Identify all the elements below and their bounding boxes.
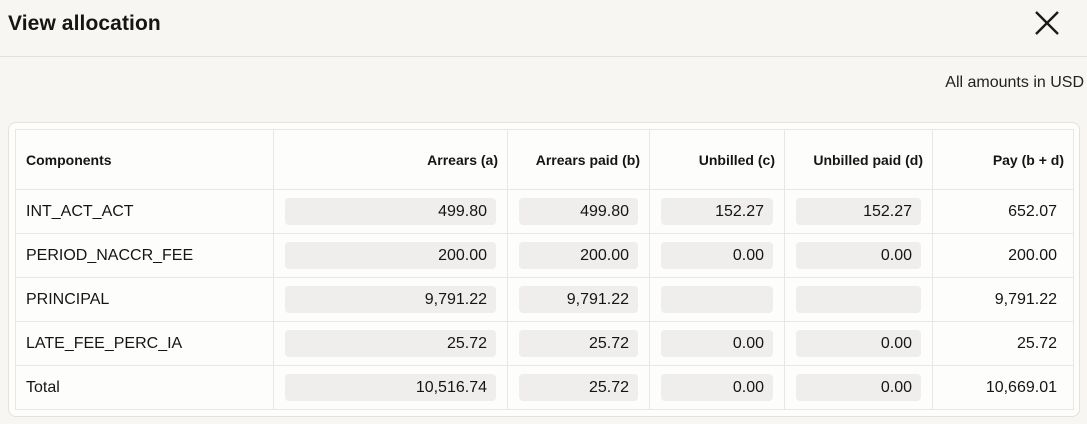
cell-unbilled_paid: 152.27 bbox=[784, 189, 933, 234]
column-header-arrears_paid: Arrears paid (b) bbox=[507, 129, 650, 190]
cell-unbilled: 152.27 bbox=[649, 189, 785, 234]
cell-arrears: 499.80 bbox=[273, 189, 508, 234]
cell-unbilled_paid: 0.00 bbox=[784, 233, 933, 278]
table-row: INT_ACT_ACT 499.80 499.80 152.27 152.27 652.0… bbox=[15, 189, 1074, 234]
unbilled_paid-value-field: 152.27 bbox=[796, 198, 921, 225]
cell-arrears_paid: 499.80 bbox=[507, 189, 650, 234]
unbilled_paid-value-field: 0.00 bbox=[796, 374, 921, 401]
column-header-unbilled: Unbilled (c) bbox=[649, 129, 785, 190]
column-header-component: Components bbox=[15, 129, 274, 190]
arrears_paid-value-field: 200.00 bbox=[519, 242, 638, 269]
pay-value: 25.72 bbox=[932, 321, 1074, 366]
table-row: LATE_FEE_PERC_IA 25.72 25.72 0.00 0.00 25.72 bbox=[15, 321, 1074, 366]
close-button[interactable] bbox=[1027, 2, 1067, 42]
table-row: PERIOD_NACCR_FEE 200.00 200.00 0.00 0.00 200.… bbox=[15, 233, 1074, 278]
cell-arrears_paid: 200.00 bbox=[507, 233, 650, 278]
dialog-header: View allocation bbox=[0, 0, 1087, 57]
unbilled-value-field bbox=[661, 286, 773, 313]
pay-value: 9,791.22 bbox=[932, 277, 1074, 322]
unbilled-value-field: 0.00 bbox=[661, 374, 773, 401]
arrears_paid-value-field: 25.72 bbox=[519, 330, 638, 357]
arrears_paid-value-field: 9,791.22 bbox=[519, 286, 638, 313]
component-name: PERIOD_NACCR_FEE bbox=[15, 233, 274, 278]
pay-value: 652.07 bbox=[932, 189, 1074, 234]
component-name: Total bbox=[15, 365, 274, 410]
component-name: PRINCIPAL bbox=[15, 277, 274, 322]
cell-arrears: 200.00 bbox=[273, 233, 508, 278]
unbilled-value-field: 152.27 bbox=[661, 198, 773, 225]
arrears-value-field: 200.00 bbox=[285, 242, 496, 269]
allocation-table: Components Arrears (a) Arrears paid (b) Unb… bbox=[15, 129, 1074, 410]
pay-value: 10,669.01 bbox=[932, 365, 1074, 410]
component-name: LATE_FEE_PERC_IA bbox=[15, 321, 274, 366]
unbilled_paid-value-field: 0.00 bbox=[796, 242, 921, 269]
arrears-value-field: 499.80 bbox=[285, 198, 496, 225]
cell-arrears_paid: 25.72 bbox=[507, 321, 650, 366]
column-header-pay: Pay (b + d) bbox=[932, 129, 1074, 190]
column-header-arrears: Arrears (a) bbox=[273, 129, 508, 190]
cell-arrears: 10,516.74 bbox=[273, 365, 508, 410]
cell-unbilled_paid bbox=[784, 277, 933, 322]
arrears-value-field: 10,516.74 bbox=[285, 374, 496, 401]
arrears-value-field: 9,791.22 bbox=[285, 286, 496, 313]
unbilled-value-field: 0.00 bbox=[661, 330, 773, 357]
arrears-value-field: 25.72 bbox=[285, 330, 496, 357]
column-header-unbilled_paid: Unbilled paid (d) bbox=[784, 129, 933, 190]
cell-arrears: 9,791.22 bbox=[273, 277, 508, 322]
pay-value: 200.00 bbox=[932, 233, 1074, 278]
cell-unbilled_paid: 0.00 bbox=[784, 321, 933, 366]
cell-unbilled: 0.00 bbox=[649, 233, 785, 278]
component-name: INT_ACT_ACT bbox=[15, 189, 274, 234]
allocation-table-panel: Components Arrears (a) Arrears paid (b) Unb… bbox=[8, 122, 1080, 417]
table-row: PRINCIPAL 9,791.22 9,791.22 9,791.22 bbox=[15, 277, 1074, 322]
cell-arrears: 25.72 bbox=[273, 321, 508, 366]
arrears_paid-value-field: 25.72 bbox=[519, 374, 638, 401]
unbilled_paid-value-field bbox=[796, 286, 921, 313]
cell-unbilled: 0.00 bbox=[649, 321, 785, 366]
arrears_paid-value-field: 499.80 bbox=[519, 198, 638, 225]
note-row: All amounts in USD bbox=[0, 57, 1087, 93]
cell-unbilled_paid: 0.00 bbox=[784, 365, 933, 410]
unbilled-value-field: 0.00 bbox=[661, 242, 773, 269]
cell-arrears_paid: 9,791.22 bbox=[507, 277, 650, 322]
close-icon bbox=[1032, 7, 1062, 38]
unbilled_paid-value-field: 0.00 bbox=[796, 330, 921, 357]
cell-unbilled bbox=[649, 277, 785, 322]
table-row: Total 10,516.74 25.72 0.00 0.00 10,669.01 bbox=[15, 365, 1074, 410]
table-header-row: Components Arrears (a) Arrears paid (b) Unb… bbox=[15, 129, 1074, 190]
cell-unbilled: 0.00 bbox=[649, 365, 785, 410]
amounts-note: All amounts in USD bbox=[945, 74, 1084, 91]
cell-arrears_paid: 25.72 bbox=[507, 365, 650, 410]
dialog-title: View allocation bbox=[8, 12, 161, 35]
table-body: INT_ACT_ACT 499.80 499.80 152.27 152.27 652.0… bbox=[15, 189, 1074, 410]
